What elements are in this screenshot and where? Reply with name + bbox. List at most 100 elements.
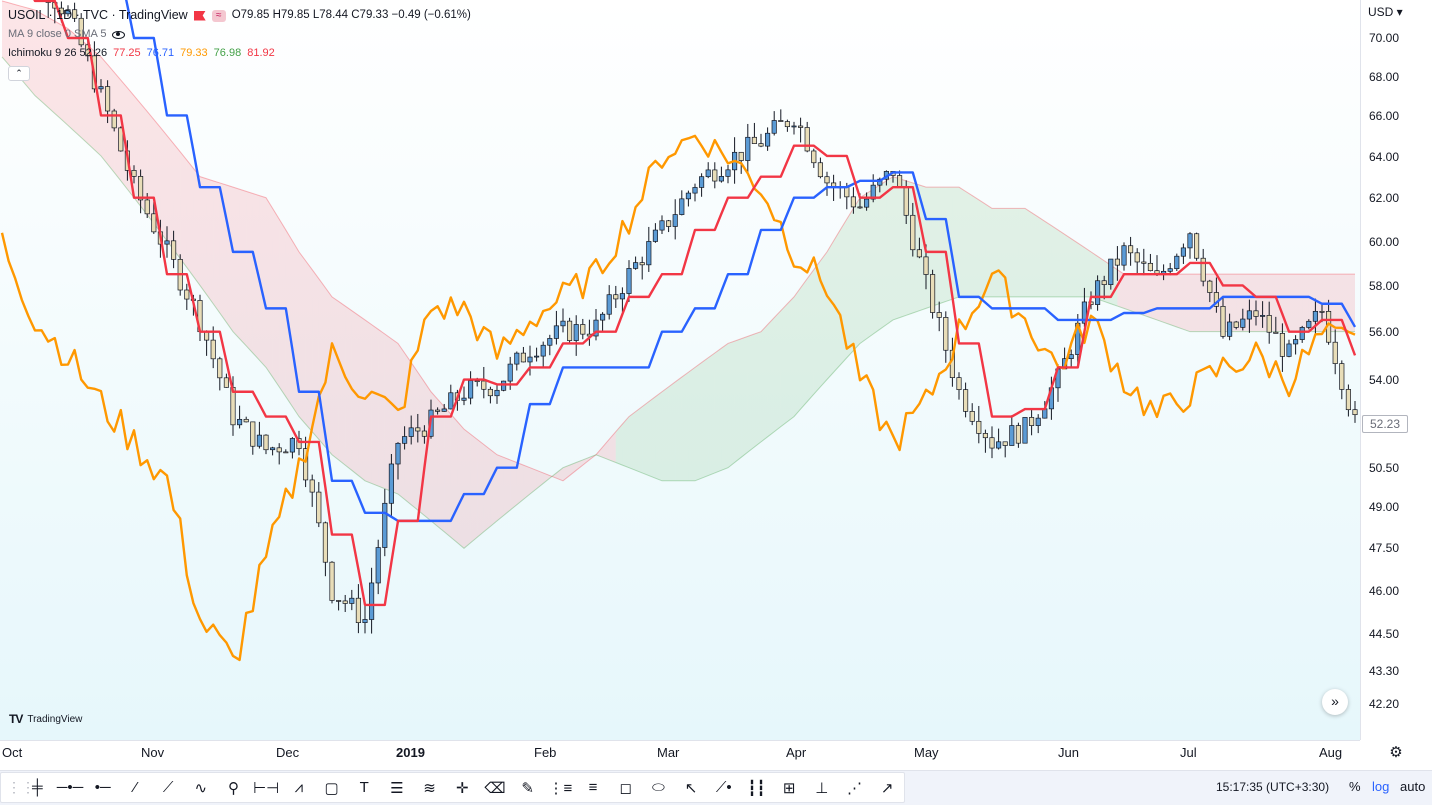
- wave-icon[interactable]: ≈: [211, 9, 226, 22]
- channel-icon[interactable]: ≋: [423, 779, 436, 797]
- price-tick: 60.00: [1369, 235, 1400, 249]
- cloud-segment: [252, 193, 260, 361]
- symbol-title[interactable]: USOIL · 1D · TVC · TradingView: [8, 8, 188, 22]
- line-tool-icon[interactable]: ↗: [880, 779, 894, 797]
- collapse-legend-button[interactable]: ⌃: [8, 66, 30, 81]
- candle-body: [487, 388, 493, 397]
- text-icon[interactable]: T: [359, 779, 369, 796]
- gear-icon[interactable]: ⚙: [1389, 744, 1403, 761]
- arrow-cursor-icon[interactable]: ↖: [684, 779, 698, 797]
- candle-body: [1279, 333, 1285, 357]
- cloud-segment: [305, 260, 313, 432]
- cloud-segment: [721, 343, 728, 471]
- candle: [395, 442, 401, 480]
- cloud-segment: [345, 306, 352, 471]
- cloud-segment: [206, 178, 214, 304]
- candle-body: [388, 463, 394, 504]
- price-tick: 66.00: [1369, 109, 1400, 123]
- callout-icon[interactable]: ◻: [619, 779, 632, 797]
- horizontal-ray-icon[interactable]: •─: [94, 779, 111, 796]
- price-tick: 56.00: [1369, 325, 1400, 339]
- cloud-segment: [886, 176, 893, 325]
- candle: [72, 2, 78, 22]
- candle-body: [725, 169, 731, 177]
- chart-legend: USOIL · 1D · TVC · TradingView ≈ O79.85 …: [8, 6, 471, 82]
- price-axis[interactable]: [1360, 0, 1432, 740]
- current-price-label: 52.23: [1362, 415, 1408, 433]
- candle-body: [771, 120, 777, 134]
- cloud-segment: [866, 189, 874, 339]
- long-position-icon[interactable]: ⊥: [815, 779, 829, 797]
- date-range-icon[interactable]: ⊢⊣: [253, 779, 280, 797]
- price-chart[interactable]: [0, 0, 1360, 740]
- rectangle-icon[interactable]: ▢: [324, 779, 339, 797]
- cloud-segment: [978, 199, 986, 297]
- candle: [1108, 258, 1114, 290]
- cloud-segment: [411, 362, 418, 511]
- candle: [1312, 298, 1318, 335]
- flag-icon[interactable]: [193, 10, 206, 21]
- candle: [573, 315, 579, 356]
- ichimoku-cloud: [1, 0, 1355, 549]
- zigzag-icon[interactable]: ⩘: [294, 779, 304, 796]
- cloud-segment: [173, 143, 181, 259]
- candle: [1200, 248, 1206, 287]
- candle-body: [448, 392, 454, 410]
- candle: [996, 428, 1002, 450]
- horizontal-line-icon[interactable]: ─•─: [56, 779, 84, 796]
- log-scale-button[interactable]: log: [1372, 779, 1390, 794]
- bars-pattern-icon[interactable]: ┇┇: [747, 779, 766, 797]
- regression-icon[interactable]: ⋮≡: [548, 779, 573, 797]
- candle: [606, 285, 612, 320]
- price-tick: 64.00: [1369, 150, 1400, 164]
- candle-body: [930, 274, 936, 313]
- ray-icon[interactable]: ⟋: [162, 779, 174, 796]
- eye-hidden-icon[interactable]: [112, 30, 126, 39]
- ichimoku-row[interactable]: Ichimoku 9 26 52 26 77.25 76.71 79.33 76…: [8, 44, 471, 63]
- tradingview-logo[interactable]: TV TradingView: [9, 712, 82, 726]
- price-tick: 68.00: [1369, 70, 1400, 84]
- cloud-segment: [81, 39, 88, 144]
- fib-icon[interactable]: ≡: [588, 779, 598, 796]
- ma-row[interactable]: MA 9 close 0 SMA 5: [8, 25, 471, 44]
- candle: [646, 226, 652, 272]
- forecast-icon[interactable]: ⟋•: [715, 779, 732, 796]
- crosshair-tool-icon[interactable]: ╪: [32, 779, 43, 796]
- eraser-icon[interactable]: ⌫: [484, 779, 506, 797]
- candle-body: [223, 377, 229, 388]
- brush-icon[interactable]: ✎: [521, 779, 534, 797]
- candle-body: [745, 136, 751, 161]
- candle: [78, 13, 84, 48]
- currency-selector[interactable]: USD ▾: [1368, 5, 1403, 19]
- path-icon[interactable]: ∿: [194, 779, 208, 797]
- pin-icon[interactable]: ⚲: [227, 779, 239, 797]
- cloud-segment: [213, 180, 220, 313]
- candle: [712, 162, 718, 189]
- cloud-segment: [470, 434, 478, 543]
- ellipse-icon[interactable]: ⬭: [652, 779, 665, 796]
- price-tick: 54.00: [1369, 373, 1400, 387]
- candle-body: [679, 198, 685, 215]
- time-axis[interactable]: [0, 740, 1360, 766]
- percent-scale-button[interactable]: %: [1349, 779, 1361, 794]
- candle: [448, 384, 454, 410]
- cross-cursor-icon[interactable]: ✛: [455, 779, 469, 797]
- scroll-to-realtime-button[interactable]: »: [1322, 689, 1348, 715]
- cloud-segment: [1025, 208, 1032, 297]
- candle-body: [699, 176, 705, 188]
- cloud-segment: [15, 4, 22, 81]
- cloud-segment: [1157, 274, 1164, 323]
- price-tick: 47.50: [1369, 541, 1400, 555]
- toolbar-grip-icon[interactable]: ⋮⋮: [7, 779, 35, 795]
- clock-timezone[interactable]: 15:17:35 (UTC+3:30): [1216, 780, 1330, 794]
- pitchfork-icon[interactable]: ☰: [390, 779, 404, 797]
- candle-body: [1200, 257, 1206, 282]
- gann-icon[interactable]: ⋰: [847, 779, 863, 797]
- time-tick: Mar: [657, 745, 680, 760]
- cloud-segment: [1170, 274, 1177, 327]
- measure-icon[interactable]: ⊞: [782, 779, 796, 797]
- trend-line-icon[interactable]: ⁄: [134, 779, 137, 796]
- cloud-segment: [266, 197, 273, 378]
- candle-body: [765, 132, 771, 147]
- auto-scale-button[interactable]: auto: [1400, 779, 1426, 794]
